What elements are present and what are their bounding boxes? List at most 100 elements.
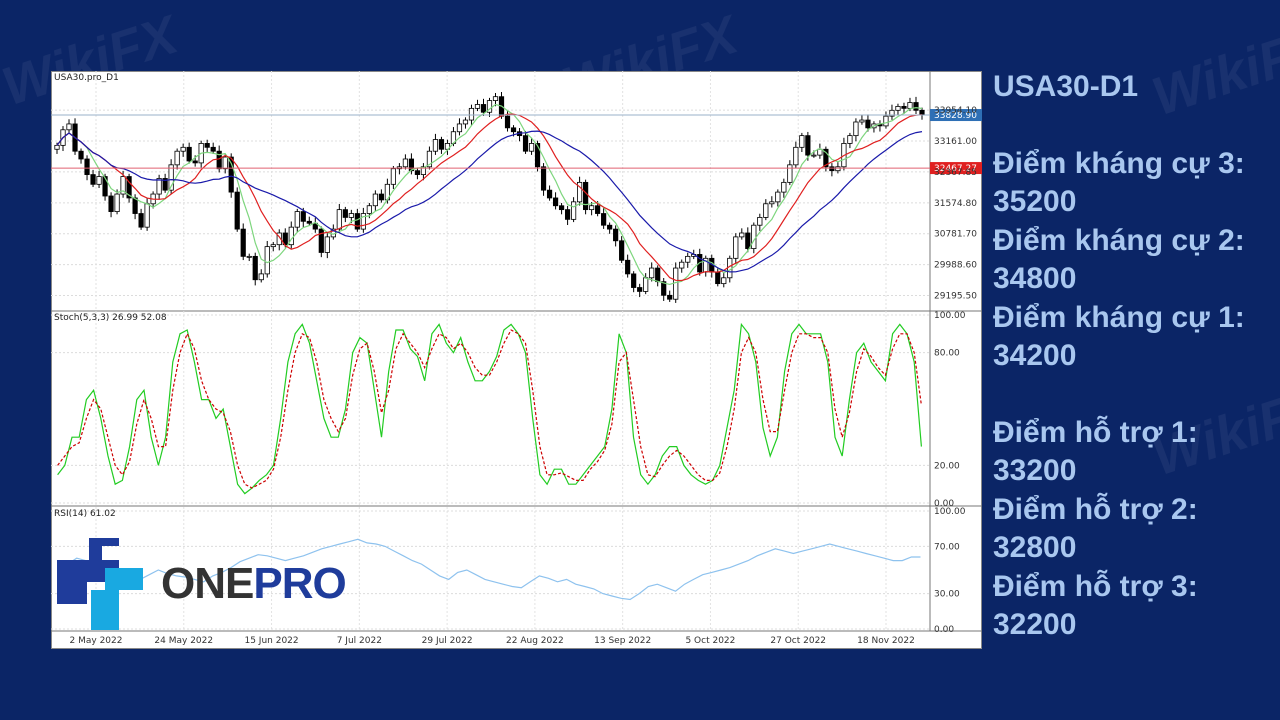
candle-body [613, 228, 619, 242]
candle-body [480, 104, 487, 113]
candle-body [114, 193, 120, 212]
candle-body [751, 224, 757, 249]
candle-body [715, 271, 721, 285]
candle-body [360, 213, 366, 230]
candle-body [540, 166, 547, 191]
candle-body [510, 127, 517, 133]
candle-body [883, 115, 889, 127]
candle-body [637, 287, 643, 292]
candle-body [438, 139, 445, 150]
candle-body [745, 232, 751, 249]
candle-body [793, 146, 799, 166]
rsi-tick-label: 0.00 [934, 625, 954, 635]
price-tick-label: 29195.50 [934, 291, 977, 301]
candle-body [270, 244, 276, 248]
candle-body [228, 156, 234, 193]
candle-body [354, 213, 360, 230]
candle-body [781, 181, 787, 193]
stoch-signal-line [57, 329, 922, 489]
candle-body [534, 143, 541, 168]
candle-body [420, 166, 427, 175]
candle-body [180, 146, 186, 152]
candle-body [78, 150, 84, 160]
mid-moving-average-line [56, 113, 923, 282]
candle-body [661, 281, 667, 296]
candle-body [757, 217, 763, 226]
candle-body [667, 294, 673, 300]
stoch-tick-label: 80.00 [934, 349, 960, 359]
candle-body [853, 121, 859, 137]
candle-body [318, 228, 324, 253]
logo-text: ONEPRO [161, 559, 347, 608]
candle-body [763, 203, 769, 218]
resistance-1-label: Điểm kháng cự 1: [993, 300, 1245, 334]
candle-body [907, 102, 913, 109]
candle-body [528, 143, 535, 152]
candle-body [817, 148, 823, 156]
candle-body [570, 201, 577, 220]
trading-chart: 32467.27 33828.90 33954.10 33161.00 32367.8… [51, 71, 982, 649]
candle-body [655, 267, 661, 283]
candle-body [733, 236, 739, 259]
candle-body [625, 259, 631, 275]
candle-body [156, 178, 162, 195]
candle-body [649, 267, 655, 279]
chart-panel: 32467.27 33828.90 33954.10 33161.00 32367.8… [51, 71, 982, 649]
candle-body [90, 174, 96, 185]
candle-body [294, 211, 300, 228]
candle-body [462, 119, 469, 125]
stochastic-panel [57, 322, 922, 495]
candle-body [144, 203, 150, 228]
x-axis-ticks: 2 May 2022 24 May 2022 15 Jun 2022 7 Jul 20… [70, 636, 915, 646]
candle-body [901, 106, 907, 109]
logo-text-pro: PRO [253, 559, 346, 608]
candle-body [348, 213, 354, 218]
time-tick-label: 15 Jun 2022 [244, 636, 298, 646]
time-tick-label: 18 Nov 2022 [857, 636, 915, 646]
candle-body [739, 232, 745, 238]
grid [51, 71, 930, 631]
price-panel-title: USA30.pro_D1 [54, 73, 119, 83]
candle-body [805, 135, 811, 156]
candle-body [619, 240, 625, 261]
candle-body [823, 148, 829, 168]
candle-body [102, 176, 108, 197]
last-price-tag [930, 109, 982, 122]
candle-body [811, 154, 817, 157]
candle-body [589, 205, 595, 211]
candle-body [54, 144, 60, 150]
rsi-tick-label: 100.00 [934, 507, 966, 517]
candle-body [607, 224, 613, 230]
resistance-1-value: 34200 [993, 339, 1077, 372]
candle-body [564, 209, 571, 220]
price-tick-label: 33161.00 [934, 137, 977, 147]
candle-body [240, 228, 246, 257]
price-tick-label: 32367.85 [934, 168, 977, 178]
candle-body [769, 201, 775, 205]
candle-body [186, 146, 192, 162]
time-tick-label: 24 May 2022 [154, 636, 213, 646]
price-tick-label: 31574.80 [934, 199, 977, 209]
candle-body [859, 119, 865, 123]
candle-body [246, 255, 252, 258]
candle-body [96, 176, 102, 185]
candle-body [402, 158, 409, 168]
candle-body [204, 143, 210, 148]
rsi-tick-label: 30.00 [934, 590, 960, 600]
candle-body [456, 123, 463, 133]
candle-body [552, 197, 559, 207]
candle-body [601, 213, 607, 226]
candle-body [577, 181, 583, 203]
candle-body [492, 96, 499, 101]
resistance-3-label: Điểm kháng cự 3: [993, 146, 1245, 180]
support-2-value: 32800 [993, 531, 1077, 564]
candle-body [426, 150, 433, 168]
candle-body [865, 119, 871, 129]
candle-body [378, 193, 384, 201]
candle-body [66, 123, 72, 131]
time-tick-label: 13 Sep 2022 [594, 636, 651, 646]
y-axis-ticks: 33954.10 33161.00 32367.85 31574.80 30781.70… [934, 106, 977, 635]
resistance-2-value: 34800 [993, 262, 1077, 295]
support-3-value: 32200 [993, 608, 1077, 641]
price-tick-label: 29988.60 [934, 261, 977, 271]
